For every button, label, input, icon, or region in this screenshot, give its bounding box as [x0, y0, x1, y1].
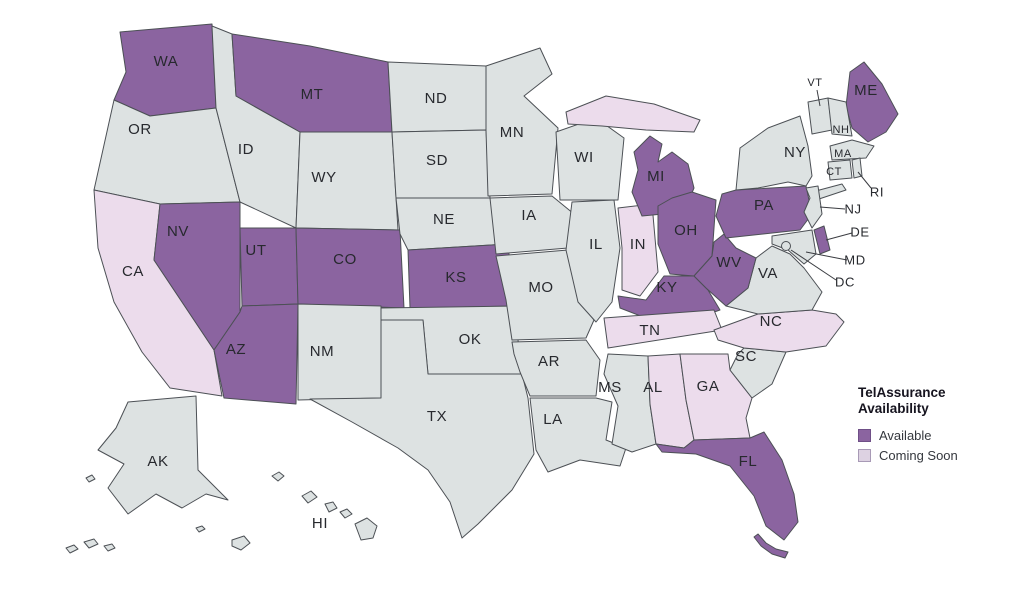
legend-item-label: Coming Soon [879, 447, 958, 463]
state-tn [603, 309, 723, 349]
leader-line-nj [819, 206, 846, 210]
state-label-ne: NE [433, 211, 455, 228]
state-md [771, 229, 817, 265]
state-label-az: AZ [226, 341, 246, 358]
legend-title-line1: TelAssurance [858, 385, 946, 400]
state-label-fl: FL [739, 453, 758, 470]
state-ut [239, 227, 299, 307]
state-dc [781, 241, 791, 251]
state-label-al: AL [643, 379, 663, 396]
state-label-va: VA [758, 265, 778, 282]
coming-soon-swatch-icon [858, 448, 871, 462]
state-label-md: MD [844, 252, 865, 267]
state-label-sd: SD [426, 152, 448, 169]
state-hi [271, 471, 378, 541]
state-label-tn: TN [639, 322, 660, 339]
leader-line-ri [857, 171, 872, 189]
available-swatch-icon [858, 428, 871, 442]
state-label-ny: NY [784, 144, 806, 161]
state-label-de: DE [850, 224, 869, 239]
state-label-tx: TX [427, 408, 447, 425]
state-label-oh: OH [674, 222, 698, 239]
state-label-ri: RI [870, 184, 884, 199]
state-label-ga: GA [697, 378, 720, 395]
state-label-wa: WA [154, 53, 179, 70]
state-label-nm: NM [310, 343, 335, 360]
state-label-nj: NJ [844, 201, 861, 216]
state-label-ky: KY [656, 279, 677, 296]
state-label-nv: NV [167, 223, 189, 240]
state-label-ak: AK [147, 453, 168, 470]
state-nj [803, 185, 823, 229]
state-nh [827, 97, 853, 137]
state-ri [851, 157, 863, 179]
state-label-la: LA [543, 411, 563, 428]
state-label-mo: MO [528, 279, 553, 296]
state-label-il: IL [589, 236, 603, 253]
state-label-dc: DC [835, 274, 855, 289]
legend-item-available: Available [858, 428, 1008, 443]
state-ky [617, 275, 721, 323]
state-de [813, 225, 831, 255]
state-label-vt: VT [807, 77, 822, 89]
state-label-nd: ND [425, 90, 448, 107]
state-label-ok: OK [459, 331, 482, 348]
legend-title-line2: Availability [858, 400, 929, 416]
state-label-co: CO [333, 251, 357, 268]
state-label-id: ID [238, 141, 254, 158]
state-label-or: OR [128, 121, 152, 138]
state-label-wi: WI [574, 149, 594, 166]
legend-item-coming-soon: Coming Soon [858, 448, 1008, 463]
state-ak [65, 395, 251, 554]
state-il [565, 199, 621, 323]
legend-item-label: Available [879, 427, 932, 443]
state-label-ct: CT [826, 166, 842, 178]
state-label-ms: MS [598, 379, 622, 396]
state-fl [655, 431, 799, 559]
state-tx [309, 319, 535, 539]
legend-title: TelAssurance Availability [858, 385, 1008, 417]
state-mn [485, 47, 559, 197]
state-me [845, 61, 899, 143]
state-mi-up [565, 95, 701, 133]
state-wa [113, 23, 217, 117]
state-label-ia: IA [521, 207, 536, 224]
state-ma [829, 139, 875, 161]
state-label-pa: PA [754, 197, 774, 214]
state-label-wy: WY [311, 169, 336, 186]
state-label-ar: AR [538, 353, 560, 370]
state-label-ca: CA [122, 263, 144, 280]
state-label-in: IN [630, 236, 646, 253]
state-label-hi: HI [312, 515, 328, 532]
state-label-mn: MN [500, 124, 525, 141]
state-label-ks: KS [445, 269, 466, 286]
leader-line-dc [790, 249, 837, 281]
state-label-ut: UT [245, 242, 266, 259]
state-ct [827, 159, 853, 181]
state-label-ma: MA [834, 148, 852, 160]
state-la [529, 397, 627, 473]
leader-line-md [805, 251, 848, 261]
state-ia [489, 195, 575, 255]
state-label-mi: MI [647, 168, 665, 185]
leader-line-de [825, 232, 853, 241]
state-ar [511, 339, 601, 397]
state-label-sc: SC [735, 348, 757, 365]
state-label-wv: WV [716, 254, 741, 271]
state-label-nh: NH [832, 124, 849, 136]
state-label-mt: MT [301, 86, 324, 103]
state-co [295, 227, 405, 309]
state-wv [693, 233, 757, 307]
legend: TelAssurance Availability Available Comi… [858, 385, 1008, 468]
state-label-me: ME [854, 82, 878, 99]
leader-line-vt [816, 89, 821, 107]
state-label-nc: NC [760, 313, 783, 330]
